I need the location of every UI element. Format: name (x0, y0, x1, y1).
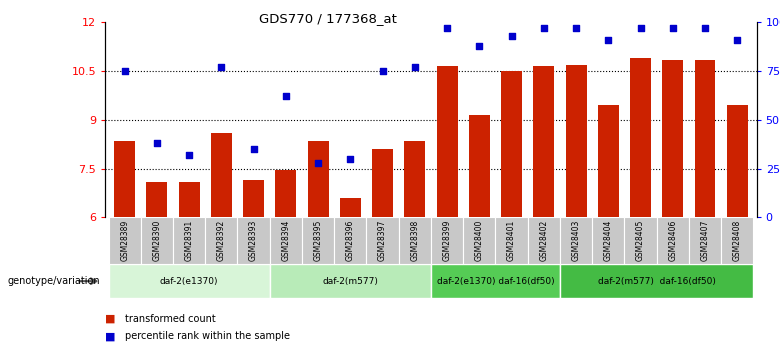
Bar (534, 66, 555, 217)
Text: genotype/variation: genotype/variation (8, 276, 101, 286)
Point (247, 146, 260, 152)
Bar (694, 60, 715, 217)
Bar (722, 217, 753, 264)
Text: GSM28406: GSM28406 (668, 220, 677, 261)
Bar (108, 217, 140, 264)
Point (570, 26, 583, 31)
Text: GSM28401: GSM28401 (507, 220, 516, 261)
Bar (625, 217, 657, 264)
Point (537, 26, 550, 31)
Bar (463, 217, 495, 264)
Bar (431, 217, 463, 264)
Bar (270, 217, 302, 264)
Point (215, 65, 228, 70)
Text: GSM28402: GSM28402 (539, 220, 548, 261)
Text: GSM28394: GSM28394 (282, 220, 290, 261)
Bar (431, 264, 560, 298)
Bar (727, 105, 748, 217)
Text: transformed count: transformed count (125, 314, 215, 324)
Bar (114, 141, 135, 217)
Bar (501, 71, 522, 217)
Bar (275, 170, 296, 217)
Bar (597, 105, 619, 217)
Bar (108, 264, 270, 298)
Text: GSM28407: GSM28407 (700, 220, 710, 261)
Point (344, 156, 356, 161)
Bar (302, 217, 334, 264)
Text: GSM28390: GSM28390 (152, 220, 161, 261)
Bar (237, 217, 270, 264)
Point (505, 33, 518, 39)
Bar (399, 217, 431, 264)
Bar (657, 217, 689, 264)
Bar (592, 217, 625, 264)
Bar (469, 115, 490, 217)
Bar (560, 264, 753, 298)
Text: GSM28391: GSM28391 (185, 220, 193, 261)
Bar (630, 58, 651, 217)
Text: daf-2(e1370) daf-16(df50): daf-2(e1370) daf-16(df50) (437, 277, 555, 286)
Text: GSM28393: GSM28393 (249, 220, 258, 261)
Point (667, 26, 679, 31)
Bar (495, 217, 528, 264)
Bar (560, 217, 592, 264)
Bar (211, 133, 232, 217)
Point (473, 43, 486, 49)
Text: GSM28398: GSM28398 (410, 220, 420, 261)
Point (183, 152, 195, 158)
Text: daf-2(m577)  daf-16(df50): daf-2(m577) daf-16(df50) (597, 277, 715, 286)
Text: GSM28396: GSM28396 (346, 220, 355, 261)
Point (409, 65, 421, 70)
Point (312, 160, 324, 166)
Text: GDS770 / 177368_at: GDS770 / 177368_at (259, 12, 396, 25)
Point (151, 140, 163, 146)
Text: GSM28404: GSM28404 (604, 220, 613, 261)
Bar (566, 65, 587, 217)
Text: daf-2(e1370): daf-2(e1370) (160, 277, 218, 286)
Point (279, 94, 292, 99)
Text: GSM28399: GSM28399 (442, 220, 452, 261)
Text: GSM28400: GSM28400 (475, 220, 484, 261)
Text: daf-2(m577): daf-2(m577) (322, 277, 378, 286)
Bar (243, 180, 264, 217)
Point (731, 37, 743, 43)
Point (634, 26, 647, 31)
Text: GSM28405: GSM28405 (636, 220, 645, 261)
Point (441, 26, 453, 31)
Text: GSM28389: GSM28389 (120, 220, 129, 261)
Point (376, 68, 388, 74)
Bar (367, 217, 399, 264)
Text: GSM28392: GSM28392 (217, 220, 226, 261)
Point (119, 68, 131, 74)
Bar (662, 60, 683, 217)
Text: GSM28397: GSM28397 (378, 220, 387, 261)
Point (699, 26, 711, 31)
Bar (334, 217, 367, 264)
Text: ■: ■ (105, 332, 115, 341)
Bar (307, 141, 328, 217)
Bar (372, 149, 393, 217)
Text: GSM28395: GSM28395 (314, 220, 323, 261)
Bar (173, 217, 205, 264)
Bar (437, 66, 458, 217)
Text: ■: ■ (105, 314, 115, 324)
Bar (689, 217, 722, 264)
Bar (528, 217, 560, 264)
Bar (404, 141, 425, 217)
Bar (340, 198, 361, 217)
Bar (140, 217, 173, 264)
Bar (179, 181, 200, 217)
Text: GSM28408: GSM28408 (732, 220, 742, 261)
Point (602, 37, 615, 43)
Text: percentile rank within the sample: percentile rank within the sample (125, 332, 290, 341)
Bar (147, 181, 168, 217)
Bar (205, 217, 237, 264)
Text: GSM28403: GSM28403 (572, 220, 580, 261)
Bar (270, 264, 431, 298)
